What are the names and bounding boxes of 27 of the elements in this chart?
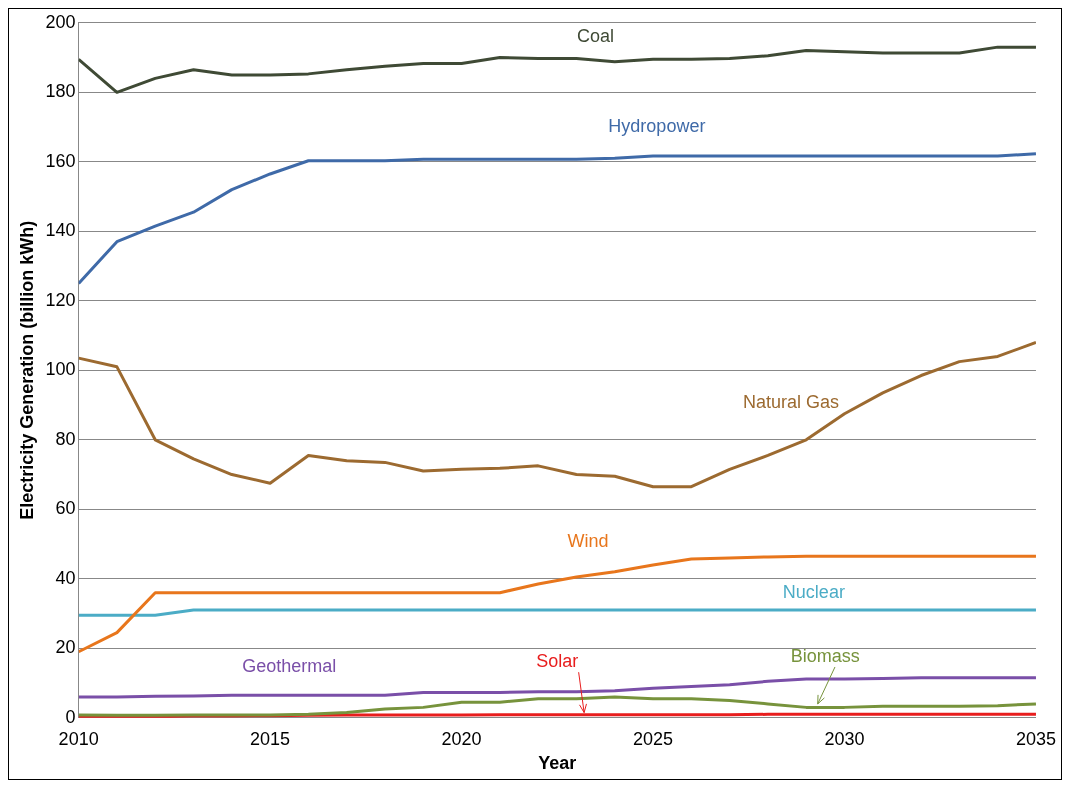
series-label: Hydropower [608,116,706,137]
x-tick-label: 2025 [633,728,674,749]
x-tick-label: 2035 [1015,728,1056,749]
y-tick-label: 160 [45,150,76,171]
y-axis-title: Electricity Generation (billion kWh) [16,220,37,520]
x-tick-label: 2015 [250,728,291,749]
y-tick-label: 140 [45,220,76,241]
y-tick-label: 40 [55,567,76,588]
text: Solar [536,651,579,672]
x-tick-label: 2010 [58,728,99,749]
series-label: Nuclear [782,581,845,602]
series-label: Natural Gas [742,392,839,413]
y-tick-label: 20 [55,637,76,658]
series-label: Coal [577,25,615,46]
x-tick-label: 2020 [441,728,482,749]
series-label: Geothermal [242,656,337,677]
x-axis-title: Year [538,753,577,774]
y-tick-label: 100 [45,359,76,380]
y-tick-label: 80 [55,428,76,449]
y-tick-label: 200 [45,11,76,32]
x-tick-label: 2030 [824,728,865,749]
text: Biomass [790,645,860,666]
y-tick-label: 60 [55,498,76,519]
series-label: Wind [567,531,609,552]
y-tick-label: 180 [45,81,76,102]
y-tick-label: 0 [65,706,76,727]
y-tick-label: 120 [45,289,76,310]
